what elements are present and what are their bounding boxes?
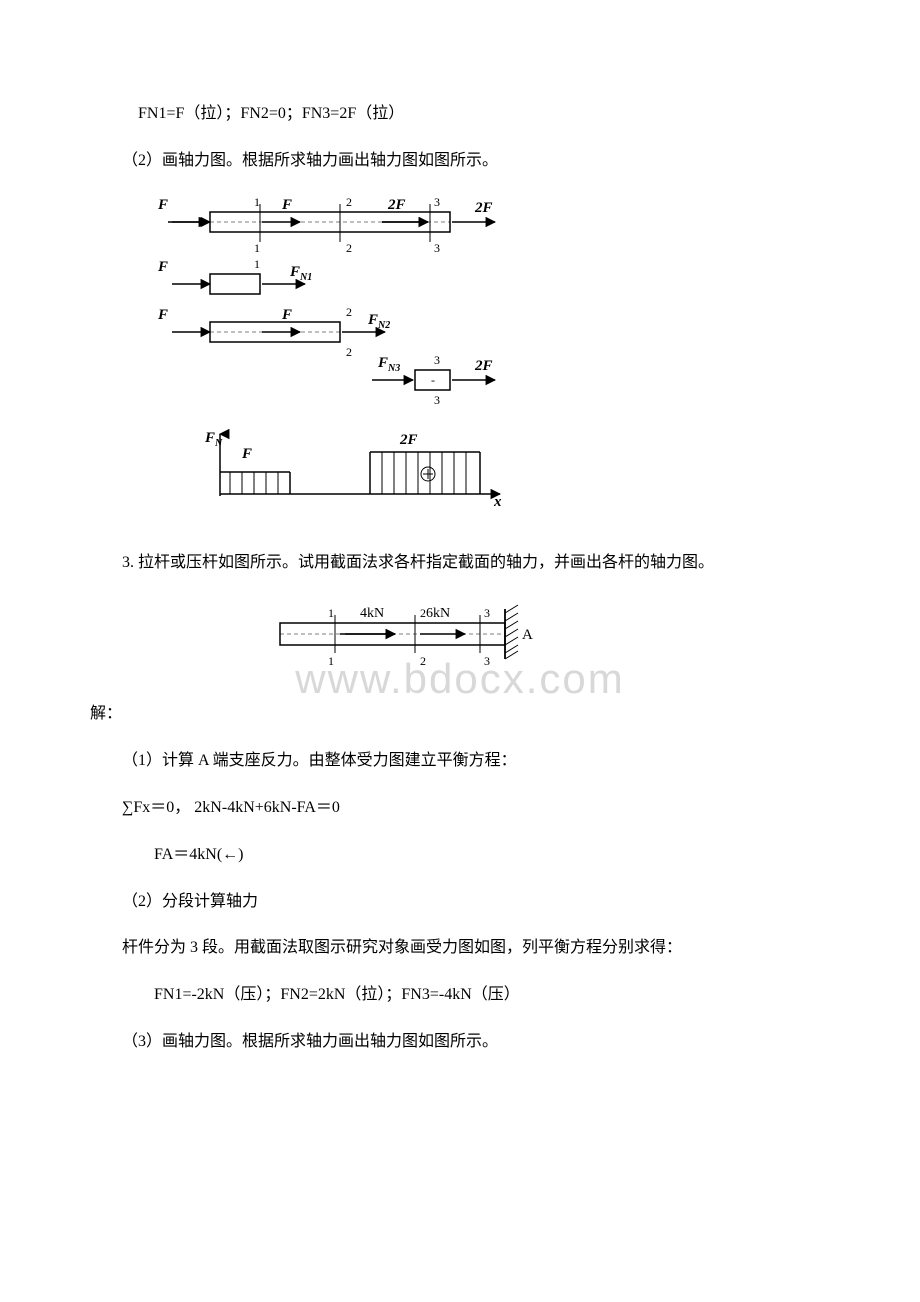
svg-text:2F: 2F — [387, 197, 406, 213]
svg-text:3: 3 — [434, 353, 440, 367]
p-eq1: ∑Fx＝0， 2kN-4kN+6kN-FA＝0 — [90, 794, 830, 823]
svg-text:2: 2 — [346, 345, 352, 359]
p-fn-values: FN1=F（拉）；FN2=0；FN3=2F（拉） — [90, 100, 830, 129]
svg-text:1: 1 — [254, 195, 260, 209]
svg-text:2F: 2F — [399, 432, 418, 448]
page-content: FN1=F（拉）；FN2=0；FN3=2F（拉） （2）画轴力图。根据所求轴力画… — [90, 100, 830, 1057]
svg-text:3: 3 — [434, 241, 440, 255]
p-s1: （1）计算 A 端支座反力。由整体受力图建立平衡方程： — [90, 747, 830, 776]
svg-text:FN3: FN3 — [377, 355, 400, 374]
svg-text:FN2: FN2 — [367, 312, 390, 331]
svg-text:1: 1 — [328, 654, 334, 668]
svg-text:3: 3 — [484, 606, 490, 620]
svg-text:1: 1 — [254, 241, 260, 255]
p-s2-desc: 杆件分为 3 段。用截面法取图示研究对象画受力图如图，列平衡方程分别求得： — [90, 934, 830, 963]
svg-text:2: 2 — [346, 195, 352, 209]
fig1-row-a: F F 2F 2F 1 1 2 2 3 3 — [157, 195, 495, 255]
fig1-row-b: F FN1 1 — [157, 257, 312, 294]
p-solution: 解： — [90, 700, 830, 729]
svg-text:A: A — [522, 627, 533, 643]
svg-text:2: 2 — [346, 305, 352, 319]
p-s2: （2）分段计算轴力 — [90, 888, 830, 917]
svg-text:4kN: 4kN — [360, 606, 384, 621]
svg-text:2F: 2F — [474, 200, 493, 216]
svg-text:FN1: FN1 — [289, 264, 312, 283]
svg-text:F: F — [281, 307, 292, 323]
svg-text:F: F — [241, 446, 252, 462]
svg-text:F: F — [281, 197, 292, 213]
svg-text:6kN: 6kN — [426, 606, 450, 621]
svg-text:1: 1 — [328, 606, 334, 620]
p-fn-values-2: FN1=-2kN（压）；FN2=2kN（拉）；FN3=-4kN（压） — [90, 981, 830, 1010]
svg-text:3: 3 — [484, 654, 490, 668]
p-fa: FA＝4kN(←) — [90, 841, 830, 870]
fig1-row-d: - FN3 2F 3 3 — [372, 353, 495, 407]
svg-text:F: F — [157, 259, 168, 275]
figure-2: 1 1 2 2 3 3 4kN 6kN A — [220, 595, 830, 680]
figure-1: F F 2F 2F 1 1 2 2 3 3 — [150, 194, 830, 529]
svg-text:F: F — [157, 307, 168, 323]
svg-text:2F: 2F — [474, 358, 493, 374]
fig1-diagram: FN x F 2F — [204, 430, 502, 510]
svg-text:-: - — [431, 373, 435, 387]
svg-text:x: x — [493, 494, 502, 510]
p-draw-diagram: （2）画轴力图。根据所求轴力画出轴力图如图所示。 — [90, 147, 830, 176]
p-s3: （3）画轴力图。根据所求轴力画出轴力图如图所示。 — [90, 1028, 830, 1057]
svg-text:F: F — [157, 197, 168, 213]
svg-text:3: 3 — [434, 195, 440, 209]
svg-text:1: 1 — [254, 257, 260, 271]
p-q3: 3. 拉杆或压杆如图所示。试用截面法求各杆指定截面的轴力，并画出各杆的轴力图。 — [90, 549, 830, 578]
fig1-row-c: F F FN2 2 2 — [157, 305, 390, 359]
svg-text:2: 2 — [346, 241, 352, 255]
svg-text:2: 2 — [420, 654, 426, 668]
svg-text:3: 3 — [434, 393, 440, 407]
svg-text:FN: FN — [204, 430, 223, 449]
